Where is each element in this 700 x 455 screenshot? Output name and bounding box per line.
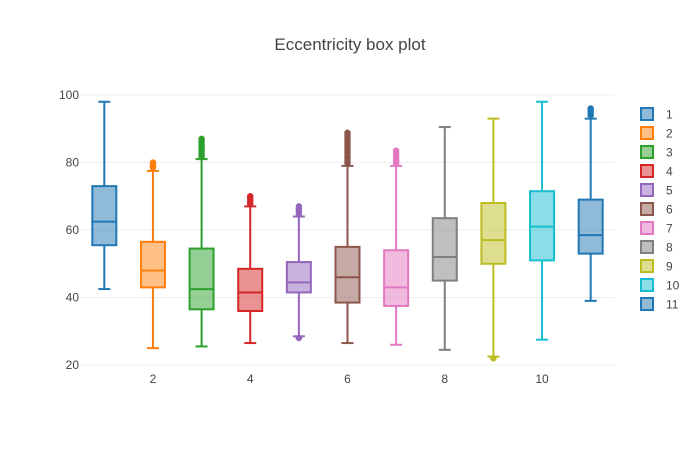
box-iqr: [237, 267, 264, 312]
x-tick-label: 10: [535, 372, 549, 386]
legend-swatch: [640, 259, 654, 273]
box-iqr: [188, 247, 215, 311]
box-series-8[interactable]: [431, 126, 458, 351]
legend-item-8[interactable]: 8: [640, 240, 673, 255]
x-axis: 2 4 6 8 10: [150, 372, 549, 386]
outlier-point: [295, 334, 303, 342]
legend-label: 7: [666, 222, 673, 236]
box-series-5[interactable]: [285, 203, 312, 342]
box-iqr: [480, 202, 507, 265]
box-series-11[interactable]: [577, 105, 604, 302]
legend: 1 2 3 4 5 6 7 8 9 10 11: [640, 107, 680, 312]
boxes: [91, 100, 604, 362]
outlier-point: [587, 105, 594, 112]
box-series-3[interactable]: [188, 135, 215, 348]
legend-item-11[interactable]: 11: [640, 297, 679, 312]
legend-swatch: [640, 126, 654, 140]
legend-swatch: [640, 202, 654, 216]
outlier-point: [246, 193, 254, 200]
legend-swatch: [640, 145, 654, 159]
legend-label: 11: [666, 298, 679, 312]
box-series-7[interactable]: [383, 147, 410, 346]
legend-swatch: [640, 297, 654, 311]
box-iqr: [285, 261, 312, 294]
legend-item-10[interactable]: 10: [640, 278, 680, 293]
x-tick-label: 4: [247, 372, 254, 386]
legend-swatch: [640, 183, 654, 197]
outlier-point: [490, 355, 497, 362]
box-series-6[interactable]: [334, 129, 361, 345]
box-iqr: [139, 240, 166, 289]
legend-item-3[interactable]: 3: [640, 145, 673, 160]
box-iqr: [91, 185, 118, 247]
legend-item-7[interactable]: 7: [640, 221, 673, 236]
box-series-9[interactable]: [480, 117, 507, 362]
x-tick-label: 6: [344, 372, 351, 386]
x-tick-label: 8: [441, 372, 448, 386]
legend-swatch: [640, 240, 654, 254]
legend-item-4[interactable]: 4: [640, 164, 673, 179]
legend-label: 2: [666, 127, 673, 141]
x-tick-label: 2: [150, 372, 157, 386]
legend-label: 9: [666, 260, 673, 274]
legend-item-9[interactable]: 9: [640, 259, 673, 274]
legend-item-2[interactable]: 2: [640, 126, 673, 141]
legend-label: 8: [666, 241, 673, 255]
legend-label: 1: [666, 108, 673, 122]
chart-title: Eccentricity box plot: [274, 35, 425, 54]
box-iqr: [334, 245, 361, 304]
box-series-4[interactable]: [237, 193, 264, 345]
y-tick-label: 80: [66, 156, 80, 170]
legend-label: 5: [666, 184, 673, 198]
legend-swatch: [640, 221, 654, 235]
legend-label: 10: [666, 279, 680, 293]
legend-label: 3: [666, 146, 673, 160]
box-iqr: [577, 198, 604, 255]
box-series-10[interactable]: [529, 100, 556, 341]
legend-swatch: [640, 164, 654, 178]
y-axis: 20 40 60 80 100: [59, 88, 79, 372]
outlier-point: [149, 159, 157, 166]
box-series-2[interactable]: [139, 159, 166, 350]
y-tick-label: 20: [66, 358, 80, 372]
outlier-point: [344, 129, 351, 137]
y-tick-label: 40: [66, 291, 80, 305]
legend-label: 6: [666, 203, 673, 217]
legend-item-6[interactable]: 6: [640, 202, 673, 217]
outlier-point: [295, 203, 303, 210]
legend-item-5[interactable]: 5: [640, 183, 673, 198]
outlier-point: [198, 135, 205, 143]
box-iqr: [383, 249, 410, 307]
legend-item-1[interactable]: 1: [640, 107, 673, 122]
box-series-1[interactable]: [91, 100, 118, 291]
legend-swatch: [640, 107, 654, 121]
legend-label: 4: [666, 165, 673, 179]
outlier-point: [392, 147, 400, 154]
box-iqr: [431, 217, 458, 282]
legend-swatch: [640, 278, 654, 292]
y-tick-label: 60: [66, 223, 80, 237]
y-tick-label: 100: [59, 88, 79, 102]
